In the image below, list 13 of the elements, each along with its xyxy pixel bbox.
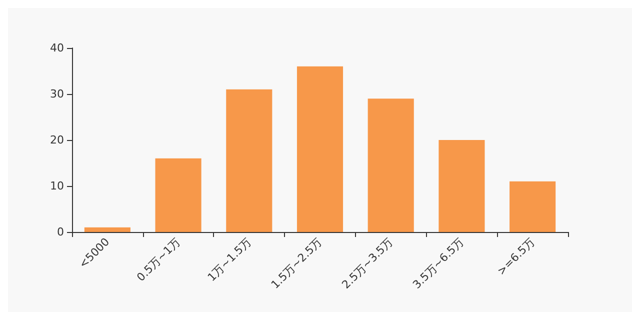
x-tick-label: 0.5万~1万 bbox=[134, 235, 183, 284]
y-tick-label: 20 bbox=[50, 134, 64, 146]
bar bbox=[155, 158, 202, 232]
y-tick-label: 40 bbox=[50, 42, 64, 54]
y-tick-label: 10 bbox=[50, 180, 64, 192]
y-tick-label: 0 bbox=[57, 226, 64, 238]
y-tick-label: 30 bbox=[50, 88, 64, 100]
bar bbox=[296, 66, 344, 232]
bar bbox=[438, 140, 485, 232]
bar bbox=[226, 89, 272, 232]
bar bbox=[510, 181, 556, 232]
bar bbox=[368, 98, 414, 232]
bar bbox=[84, 227, 130, 232]
